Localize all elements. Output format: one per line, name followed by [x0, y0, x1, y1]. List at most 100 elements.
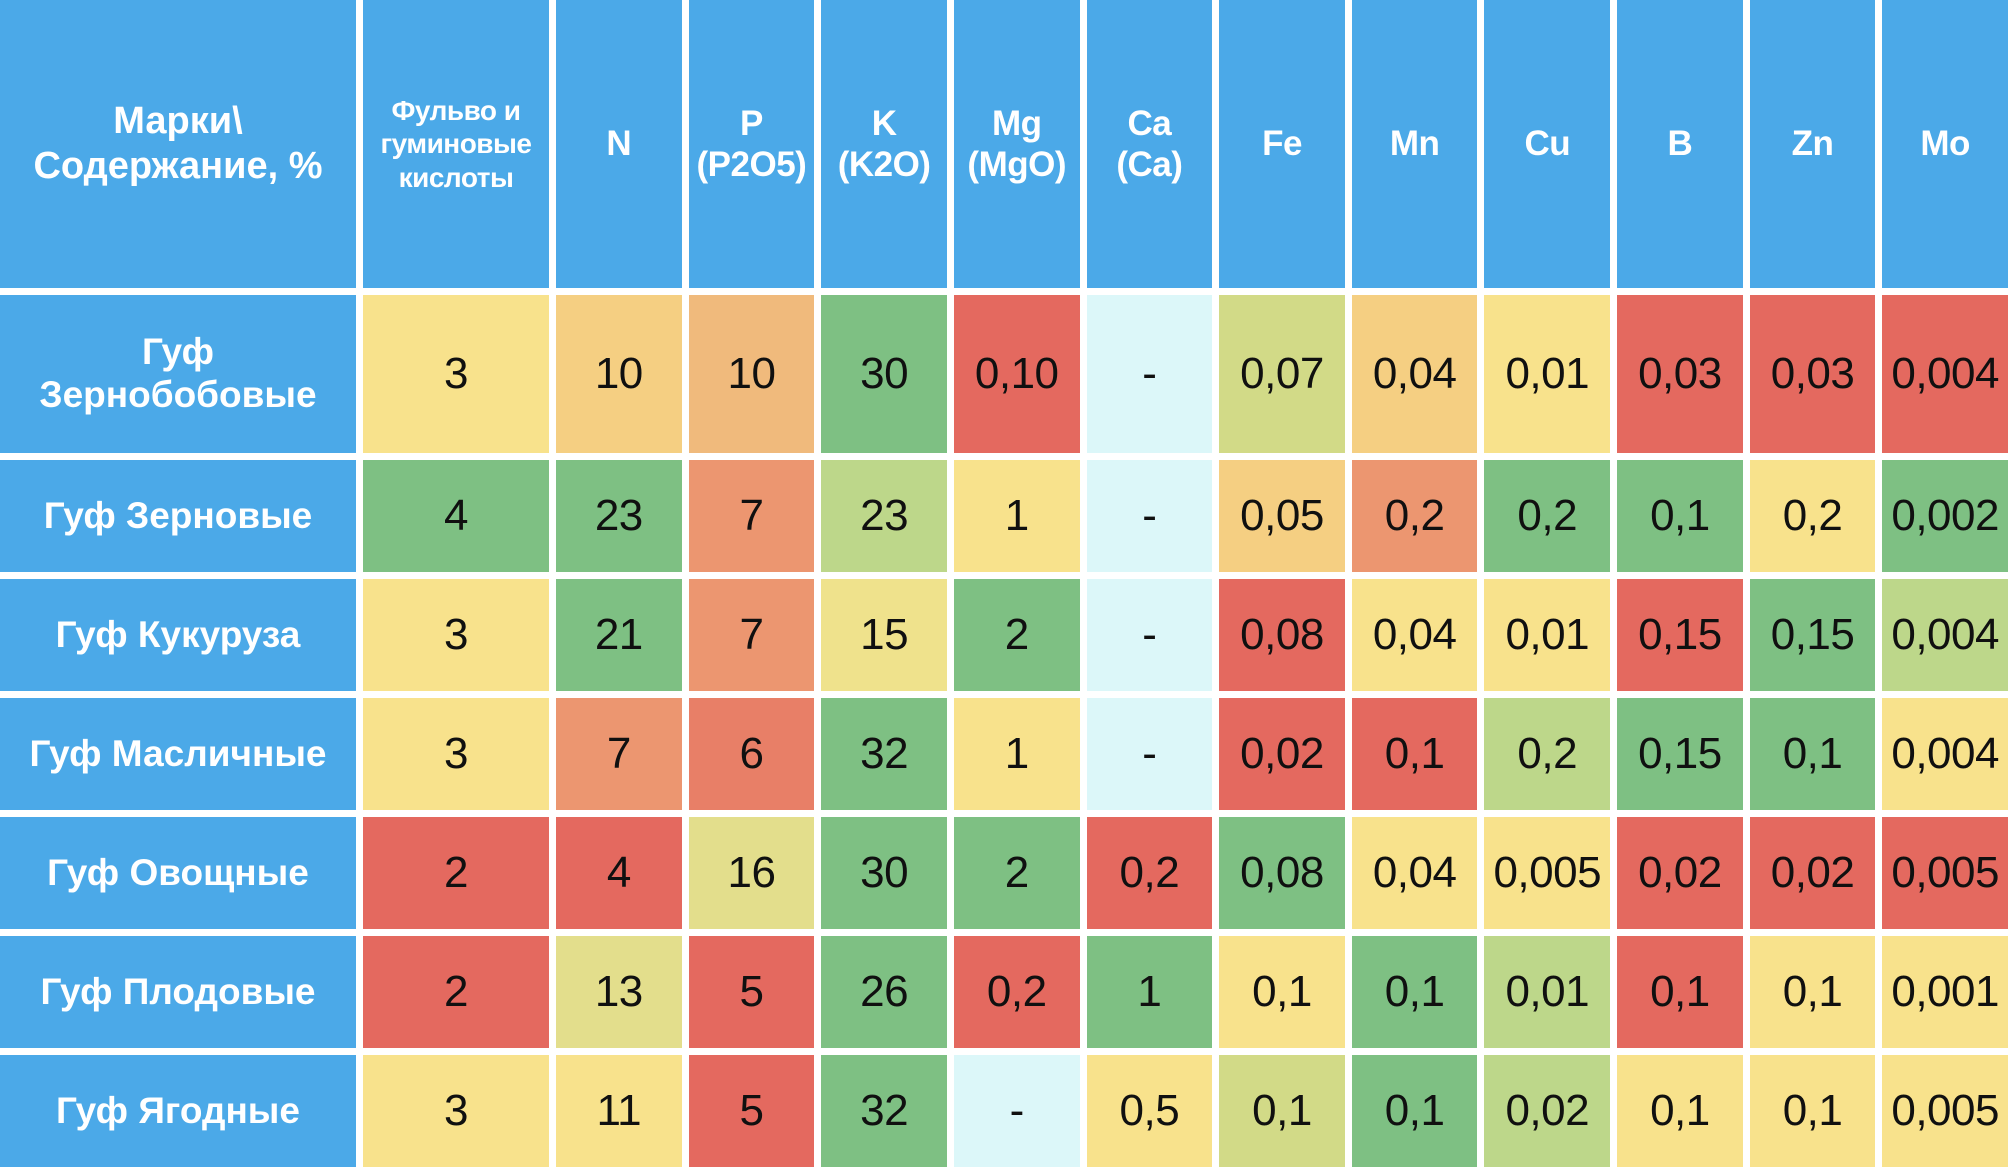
value-cell: 0,1	[1351, 936, 1478, 1048]
value-cell: 0,1	[1617, 460, 1743, 572]
value-cell: 0,02	[1749, 817, 1876, 929]
value-cell: 23	[821, 460, 947, 572]
row-label: Гуф Овощные	[0, 817, 356, 929]
column-header: Cu	[1484, 0, 1611, 288]
value-cell: 21	[556, 579, 682, 691]
value-cell: 4	[363, 460, 549, 572]
value-cell: 0,02	[1219, 698, 1345, 810]
value-cell: 5	[688, 936, 815, 1048]
value-cell: 16	[688, 817, 815, 929]
value-cell: 2	[363, 936, 549, 1048]
value-cell: 7	[688, 460, 815, 572]
value-cell: 0,1	[1749, 698, 1876, 810]
value-cell: 11	[556, 1055, 682, 1167]
column-header: Mo	[1882, 0, 2008, 288]
value-cell: 10	[688, 295, 815, 453]
value-cell: 0,002	[1882, 460, 2008, 572]
value-cell: -	[1086, 460, 1213, 572]
value-cell: 26	[821, 936, 947, 1048]
value-cell: 0,001	[1882, 936, 2008, 1048]
value-cell: 0,005	[1484, 817, 1611, 929]
value-cell: 0,2	[1749, 460, 1876, 572]
value-cell: 13	[556, 936, 682, 1048]
value-cell: 0,1	[1351, 1055, 1478, 1167]
value-cell: 0,005	[1882, 817, 2008, 929]
column-header: Fe	[1219, 0, 1345, 288]
value-cell: -	[1086, 698, 1213, 810]
value-cell: 0,2	[1484, 698, 1611, 810]
row-label: Гуф Масличные	[0, 698, 356, 810]
column-header: K (K2O)	[821, 0, 947, 288]
value-cell: 5	[688, 1055, 815, 1167]
value-cell: 3	[363, 295, 549, 453]
value-cell: 0,02	[1484, 1055, 1611, 1167]
value-cell: 0,004	[1882, 579, 2008, 691]
value-cell: 0,1	[1617, 1055, 1743, 1167]
value-cell: 0,04	[1351, 579, 1478, 691]
value-cell: 0,15	[1617, 698, 1743, 810]
value-cell: 0,15	[1617, 579, 1743, 691]
value-cell: 0,005	[1882, 1055, 2008, 1167]
value-cell: 0,04	[1351, 295, 1478, 453]
value-cell: 0,01	[1484, 579, 1611, 691]
row-label: Гуф Плодовые	[0, 936, 356, 1048]
value-cell: 30	[821, 817, 947, 929]
value-cell: 0,1	[1219, 1055, 1345, 1167]
value-cell: 15	[821, 579, 947, 691]
value-cell: 0,07	[1219, 295, 1345, 453]
value-cell: 0,02	[1617, 817, 1743, 929]
value-cell: 7	[688, 579, 815, 691]
value-cell: 0,004	[1882, 295, 2008, 453]
value-cell: -	[953, 1055, 1080, 1167]
value-cell: 0,10	[953, 295, 1080, 453]
corner-header: Марки\ Содержание, %	[0, 0, 356, 288]
value-cell: 0,1	[1219, 936, 1345, 1048]
value-cell: 32	[821, 698, 947, 810]
row-label: Гуф Ягодные	[0, 1055, 356, 1167]
value-cell: 0,04	[1351, 817, 1478, 929]
value-cell: 4	[556, 817, 682, 929]
value-cell: 0,01	[1484, 936, 1611, 1048]
value-cell: 10	[556, 295, 682, 453]
value-cell: 0,08	[1219, 817, 1345, 929]
value-cell: 0,01	[1484, 295, 1611, 453]
column-header: Mg (MgO)	[953, 0, 1080, 288]
value-cell: 2	[363, 817, 549, 929]
column-header: P (P2O5)	[688, 0, 815, 288]
row-label: Гуф Кукуруза	[0, 579, 356, 691]
column-header: Ca (Ca)	[1086, 0, 1213, 288]
column-header: Фульво и гуминовые кислоты	[363, 0, 549, 288]
value-cell: 0,08	[1219, 579, 1345, 691]
value-cell: 0,1	[1749, 936, 1876, 1048]
value-cell: 6	[688, 698, 815, 810]
column-header: B	[1617, 0, 1743, 288]
column-header: Zn	[1749, 0, 1876, 288]
value-cell: -	[1086, 295, 1213, 453]
value-cell: 2	[953, 817, 1080, 929]
value-cell: 0,1	[1351, 698, 1478, 810]
value-cell: 3	[363, 1055, 549, 1167]
value-cell: 0,2	[1484, 460, 1611, 572]
value-cell: 0,15	[1749, 579, 1876, 691]
value-cell: 23	[556, 460, 682, 572]
value-cell: -	[1086, 579, 1213, 691]
value-cell: 3	[363, 698, 549, 810]
value-cell: 1	[953, 460, 1080, 572]
value-cell: 0,2	[953, 936, 1080, 1048]
value-cell: 30	[821, 295, 947, 453]
row-label: Гуф Зерновые	[0, 460, 356, 572]
value-cell: 0,2	[1086, 817, 1213, 929]
value-cell: 7	[556, 698, 682, 810]
value-cell: 2	[953, 579, 1080, 691]
value-cell: 0,004	[1882, 698, 2008, 810]
value-cell: 32	[821, 1055, 947, 1167]
value-cell: 0,1	[1749, 1055, 1876, 1167]
row-label: Гуф Зернобобовые	[0, 295, 356, 453]
column-header: Mn	[1351, 0, 1478, 288]
value-cell: 1	[1086, 936, 1213, 1048]
column-header: N	[556, 0, 682, 288]
value-cell: 0,5	[1086, 1055, 1213, 1167]
value-cell: 0,1	[1617, 936, 1743, 1048]
